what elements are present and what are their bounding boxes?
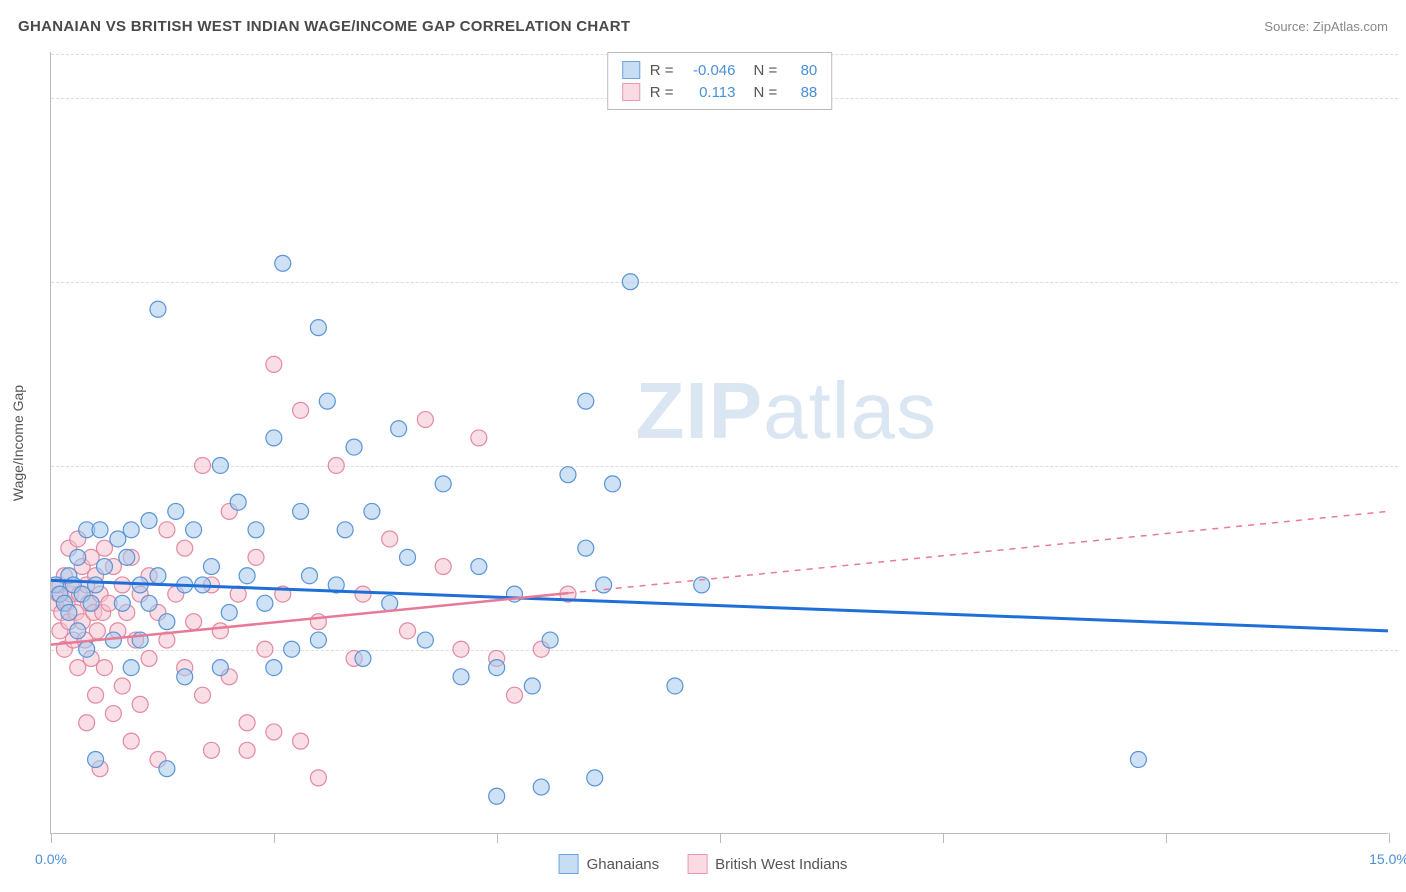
plot-region: ZIPatlas R =-0.046N =80R =0.113N =88 20.… xyxy=(50,52,1388,834)
x-tick xyxy=(1389,833,1390,843)
x-tick xyxy=(943,833,944,843)
legend-label: British West Indians xyxy=(715,856,847,873)
legend-label: Ghanaians xyxy=(587,856,660,873)
x-tick xyxy=(1166,833,1167,843)
chart-area: Wage/Income Gap ZIPatlas R =-0.046N =80R… xyxy=(50,52,1388,834)
legend-item: Ghanaians xyxy=(559,854,660,874)
legend-swatch xyxy=(622,61,640,79)
trend-lines-layer xyxy=(51,52,1388,833)
r-label: R = xyxy=(650,84,674,101)
n-value: 88 xyxy=(787,84,817,101)
legend-bottom: Ghanaians British West Indians xyxy=(559,854,848,874)
legend-swatch xyxy=(559,854,579,874)
x-tick xyxy=(497,833,498,843)
correlation-stats-box: R = -0.046 N = 80 R = 0.113 N = 88 xyxy=(607,52,833,110)
x-tick-label: 0.0% xyxy=(35,851,67,867)
trend-line-extrapolated xyxy=(568,511,1388,593)
source-name: ZipAtlas.com xyxy=(1313,19,1388,34)
y-tick-label: 40.0% xyxy=(1398,458,1406,474)
source-credit: Source: ZipAtlas.com xyxy=(1264,19,1388,34)
stats-row: R = 0.113 N = 88 xyxy=(622,81,818,103)
legend-swatch xyxy=(622,83,640,101)
y-tick-label: 20.0% xyxy=(1398,642,1406,658)
y-tick-label: 80.0% xyxy=(1398,90,1406,106)
chart-title: GHANAIAN VS BRITISH WEST INDIAN WAGE/INC… xyxy=(18,18,630,35)
source-label: Source: xyxy=(1264,19,1309,34)
n-label: N = xyxy=(754,62,778,79)
trend-line xyxy=(51,580,1388,631)
x-tick xyxy=(274,833,275,843)
x-tick-label: 15.0% xyxy=(1369,851,1406,867)
trend-line xyxy=(51,593,568,645)
n-value: 80 xyxy=(787,62,817,79)
r-value: -0.046 xyxy=(684,62,736,79)
x-tick xyxy=(720,833,721,843)
n-label: N = xyxy=(754,84,778,101)
legend-item: British West Indians xyxy=(687,854,847,874)
chart-header: GHANAIAN VS BRITISH WEST INDIAN WAGE/INC… xyxy=(18,18,1388,35)
y-tick-label: 60.0% xyxy=(1398,274,1406,290)
stats-row: R = -0.046 N = 80 xyxy=(622,59,818,81)
r-label: R = xyxy=(650,62,674,79)
x-tick xyxy=(51,833,52,843)
r-value: 0.113 xyxy=(684,84,736,101)
legend-swatch xyxy=(687,854,707,874)
y-axis-label: Wage/Income Gap xyxy=(10,385,26,501)
